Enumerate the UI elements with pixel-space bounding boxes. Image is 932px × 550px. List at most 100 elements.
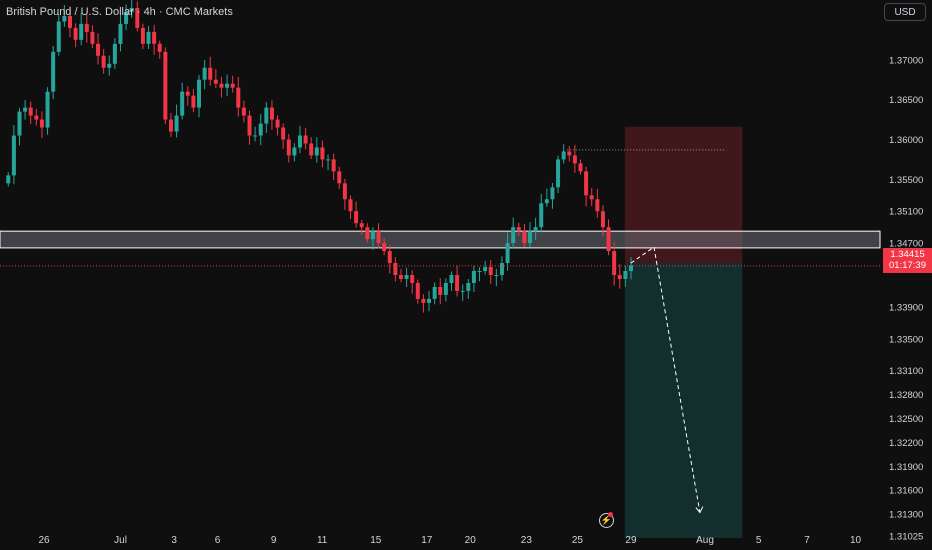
candle-body <box>449 275 454 283</box>
candle-body <box>600 211 605 228</box>
candle-body <box>572 155 577 164</box>
candle-body <box>354 211 359 224</box>
candle-body <box>550 187 555 200</box>
candle-body <box>124 11 129 24</box>
candle-body <box>34 115 39 120</box>
candle-body <box>303 135 308 144</box>
candle-body <box>185 91 190 96</box>
candle-body <box>516 227 521 232</box>
currency-button[interactable]: USD <box>884 3 926 21</box>
projection-arrowhead <box>695 506 704 514</box>
candle-body <box>157 43 162 52</box>
candle-body <box>443 282 448 295</box>
candle-body <box>230 83 235 88</box>
y-tick-label: 1.31900 <box>889 462 923 473</box>
candle-body <box>477 271 482 273</box>
interval-label: 4h <box>143 6 156 18</box>
candle-body <box>348 199 353 212</box>
candle-body <box>258 123 263 136</box>
candle-body <box>393 263 398 275</box>
x-tick-label: 3 <box>171 535 177 546</box>
candle-body <box>163 51 168 120</box>
candle-body <box>275 119 280 128</box>
support-resistance-zone <box>0 230 881 249</box>
candle-body <box>455 275 460 291</box>
candle-body <box>505 243 510 264</box>
y-tick-label: 1.31300 <box>889 510 923 521</box>
candle-body <box>617 275 622 279</box>
y-tick-label: 1.32200 <box>889 438 923 449</box>
candle-body <box>129 7 134 12</box>
candle-body <box>253 135 258 137</box>
candle-body <box>398 275 403 279</box>
candle-body <box>528 231 533 244</box>
candle-body <box>51 51 56 92</box>
candle-body <box>387 251 392 264</box>
chart-overlays <box>0 149 880 514</box>
y-tick-label: 1.32800 <box>889 390 923 401</box>
candle-body <box>180 91 185 116</box>
candle-body <box>432 286 437 299</box>
time-axis[interactable]: 26 Jul 3 6 9 11 15 17 20 23 25 29 Aug 5 7 10 <box>38 535 861 546</box>
candle-body <box>213 79 218 84</box>
candle-body <box>365 227 370 240</box>
candle-body <box>460 290 465 292</box>
y-tick-label: 1.31600 <box>889 486 923 497</box>
candle-body <box>118 23 123 44</box>
candle-body <box>96 43 101 56</box>
candle-body <box>264 107 269 124</box>
candle-body <box>427 298 432 303</box>
candle-body <box>292 147 297 156</box>
candle-body <box>567 151 572 156</box>
y-tick-label: 1.33500 <box>889 334 923 345</box>
candle-body <box>135 7 140 28</box>
candle-body <box>415 282 420 299</box>
candle-body <box>45 91 50 128</box>
candle-body <box>612 251 617 275</box>
projection-path <box>630 246 701 513</box>
candle-body <box>595 199 600 212</box>
x-tick-label: 15 <box>370 535 382 546</box>
candle-body <box>606 227 611 252</box>
candle-body <box>556 159 561 188</box>
x-tick-label: 17 <box>421 535 433 546</box>
candle-body <box>11 135 16 176</box>
candle-body <box>533 227 538 232</box>
candle-body <box>628 265 633 272</box>
candle-body <box>269 107 274 120</box>
candle-body <box>370 231 375 240</box>
candle-body <box>140 27 145 44</box>
candle-body <box>331 159 336 172</box>
symbol-title[interactable]: British Pound / U.S. Dollar · 4h · CMC M… <box>6 6 233 18</box>
candle-body <box>494 275 499 276</box>
position-zones <box>624 126 743 539</box>
candle-body <box>168 119 173 132</box>
candle-body <box>511 227 516 244</box>
candle-body <box>376 231 381 244</box>
lightning-bolt-icon[interactable]: ⚡ <box>599 513 614 528</box>
candle-body <box>286 139 291 156</box>
candle-body <box>522 231 527 244</box>
candle-body <box>561 151 566 160</box>
x-tick-label: 23 <box>521 535 533 546</box>
candle-body <box>73 27 78 40</box>
candle-body <box>197 79 202 108</box>
candle-body <box>584 171 589 196</box>
candle-body <box>17 111 22 136</box>
candle-body <box>499 263 504 275</box>
candle-body <box>241 107 246 116</box>
y-tick-label: 1.35500 <box>889 175 923 186</box>
candle-body <box>62 15 67 22</box>
candle-body <box>320 147 325 160</box>
x-tick-label: 10 <box>850 535 862 546</box>
candle-body <box>247 115 252 136</box>
candle-body <box>488 267 493 275</box>
candle-body <box>337 171 342 184</box>
candle-body <box>297 135 302 148</box>
candlestick-series <box>6 0 633 313</box>
y-tick-label: 1.32500 <box>889 414 923 425</box>
price-axis[interactable]: 1.37000 1.36500 1.36000 1.35500 1.35100 1.347… <box>889 55 923 542</box>
candle-body <box>107 63 112 68</box>
